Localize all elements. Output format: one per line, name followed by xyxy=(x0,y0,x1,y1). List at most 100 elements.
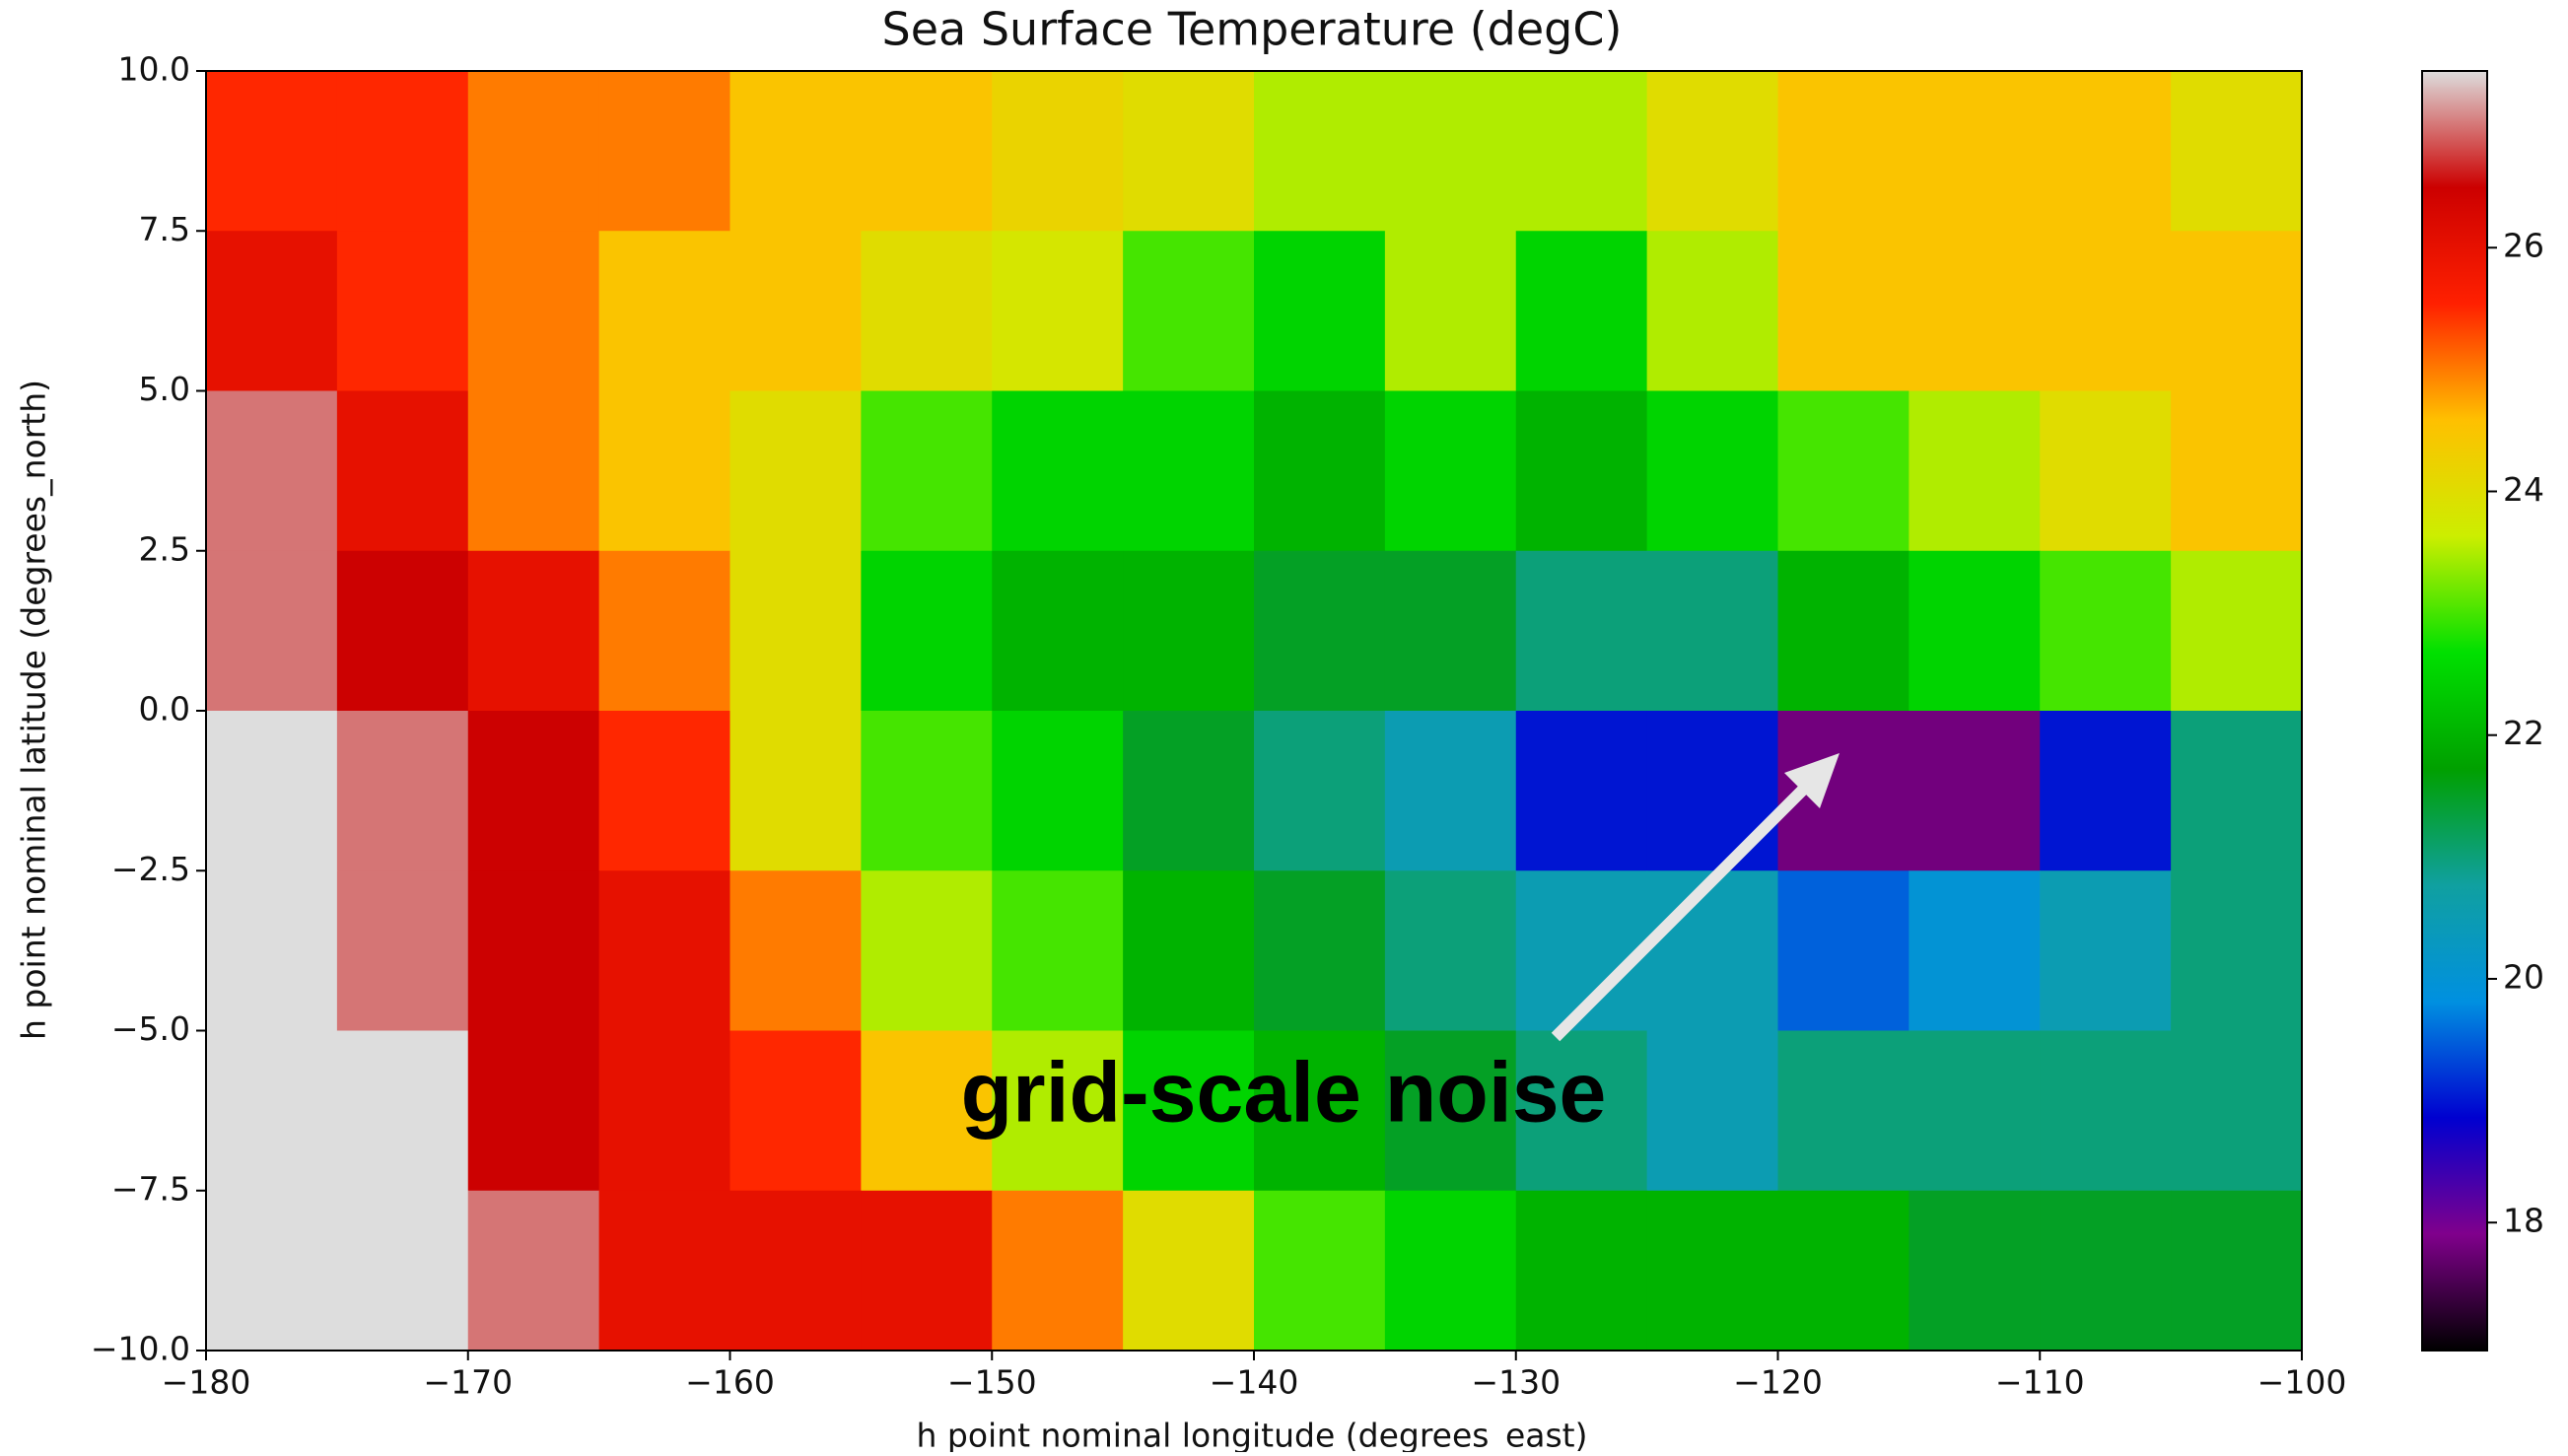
heatmap-cell xyxy=(2171,390,2303,552)
heatmap-cell xyxy=(1123,870,1255,1031)
heatmap-cell xyxy=(1909,71,2041,232)
heatmap-cell xyxy=(2171,1030,2303,1192)
heatmap-cell xyxy=(1254,390,1386,552)
heatmap-cell xyxy=(1646,550,1778,712)
heatmap-cell xyxy=(336,711,469,871)
heatmap-cell xyxy=(1254,711,1386,871)
heatmap xyxy=(206,71,2303,1352)
heatmap-cell xyxy=(861,870,993,1031)
x-tick-label: −140 xyxy=(1210,1363,1299,1402)
heatmap-cell xyxy=(467,711,600,871)
y-tick-label: 0.0 xyxy=(139,690,190,728)
x-tick-label: −180 xyxy=(162,1363,251,1402)
heatmap-cell xyxy=(1777,1030,1909,1192)
heatmap-cell xyxy=(1777,71,1909,232)
heatmap-cell xyxy=(729,1190,862,1352)
x-tick-label: −130 xyxy=(1471,1363,1561,1402)
heatmap-cell xyxy=(1909,231,2041,391)
heatmap-cell xyxy=(1254,71,1386,232)
heatmap-cell xyxy=(2171,711,2303,871)
heatmap-cell xyxy=(2040,1030,2172,1192)
heatmap-cell xyxy=(467,1030,600,1192)
heatmap-cell xyxy=(2171,231,2303,391)
heatmap-cell xyxy=(336,390,469,552)
heatmap-cell xyxy=(1646,1030,1778,1192)
heatmap-cell xyxy=(992,1190,1124,1352)
heatmap-cell xyxy=(1123,71,1255,232)
heatmap-cell xyxy=(598,71,730,232)
heatmap-cell xyxy=(861,231,993,391)
heatmap-cell xyxy=(2040,231,2172,391)
heatmap-cell xyxy=(729,870,862,1031)
heatmap-cell xyxy=(992,711,1124,871)
heatmap-cell xyxy=(1646,870,1778,1031)
heatmap-cell xyxy=(467,1190,600,1352)
heatmap-cell xyxy=(2040,711,2172,871)
heatmap-cell xyxy=(336,1030,469,1192)
heatmap-cell xyxy=(861,550,993,712)
y-tick-label: 10.0 xyxy=(118,50,190,89)
heatmap-cell xyxy=(1777,870,1909,1031)
heatmap-cell xyxy=(861,71,993,232)
heatmap-cell xyxy=(1909,1030,2041,1192)
heatmap-cell xyxy=(1909,550,2041,712)
heatmap-cell xyxy=(467,71,600,232)
x-tick-label: −150 xyxy=(947,1363,1037,1402)
heatmap-cell xyxy=(1646,390,1778,552)
colorbar-tick-label: 24 xyxy=(2503,470,2544,509)
heatmap-cell xyxy=(992,870,1124,1031)
heatmap-cell xyxy=(729,231,862,391)
colorbar-tick-label: 20 xyxy=(2503,957,2544,996)
heatmap-cell xyxy=(467,390,600,552)
heatmap-cell xyxy=(336,71,469,232)
heatmap-cell xyxy=(206,231,338,391)
heatmap-cell xyxy=(598,1190,730,1352)
heatmap-cell xyxy=(1515,390,1648,552)
chart-title: Sea Surface Temperature (degC) xyxy=(882,3,1623,56)
heatmap-cell xyxy=(1646,711,1778,871)
heatmap-cell xyxy=(2040,550,2172,712)
heatmap-cell xyxy=(598,550,730,712)
heatmap-cell xyxy=(992,71,1124,232)
heatmap-cell xyxy=(1777,550,1909,712)
y-axis-label: h point nominal latitude (degrees_north) xyxy=(15,380,53,1040)
heatmap-cell xyxy=(729,711,862,871)
heatmap-cell xyxy=(336,1190,469,1352)
y-tick-label: 2.5 xyxy=(139,529,190,568)
heatmap-cell xyxy=(598,870,730,1031)
heatmap-cell xyxy=(467,870,600,1031)
heatmap-cell xyxy=(1123,550,1255,712)
heatmap-cell xyxy=(2040,71,2172,232)
heatmap-cell xyxy=(992,1030,1124,1192)
heatmap-cell xyxy=(206,550,338,712)
x-tick-label: −100 xyxy=(2257,1363,2347,1402)
heatmap-cell xyxy=(598,711,730,871)
x-tick-label: −170 xyxy=(423,1363,513,1402)
x-tick-label: −110 xyxy=(1995,1363,2085,1402)
heatmap-cell xyxy=(1646,231,1778,391)
heatmap-cell xyxy=(1123,711,1255,871)
heatmap-cell xyxy=(206,1190,338,1352)
annotation: grid-scale noise xyxy=(961,1046,1607,1141)
heatmap-cell xyxy=(1384,71,1517,232)
heatmap-cell xyxy=(729,71,862,232)
heatmap-cell xyxy=(729,550,862,712)
heatmap-cell xyxy=(2171,1190,2303,1352)
heatmap-cell xyxy=(1384,390,1517,552)
heatmap-cell xyxy=(598,1030,730,1192)
heatmap-cell xyxy=(1777,390,1909,552)
colorbar-tick-label: 26 xyxy=(2503,227,2544,265)
heatmap-cell xyxy=(1384,231,1517,391)
y-tick-label: −2.5 xyxy=(111,850,190,888)
heatmap-cell xyxy=(1909,711,2041,871)
heatmap-cell xyxy=(206,1030,338,1192)
heatmap-cell xyxy=(598,390,730,552)
heatmap-cell xyxy=(1384,1030,1517,1192)
heatmap-cell xyxy=(1254,231,1386,391)
heatmap-cell xyxy=(1909,870,2041,1031)
heatmap-cell xyxy=(1254,1030,1386,1192)
heatmap-cell xyxy=(1909,1190,2041,1352)
heatmap-cell xyxy=(1909,390,2041,552)
heatmap-cell xyxy=(1777,231,1909,391)
heatmap-cell xyxy=(467,550,600,712)
